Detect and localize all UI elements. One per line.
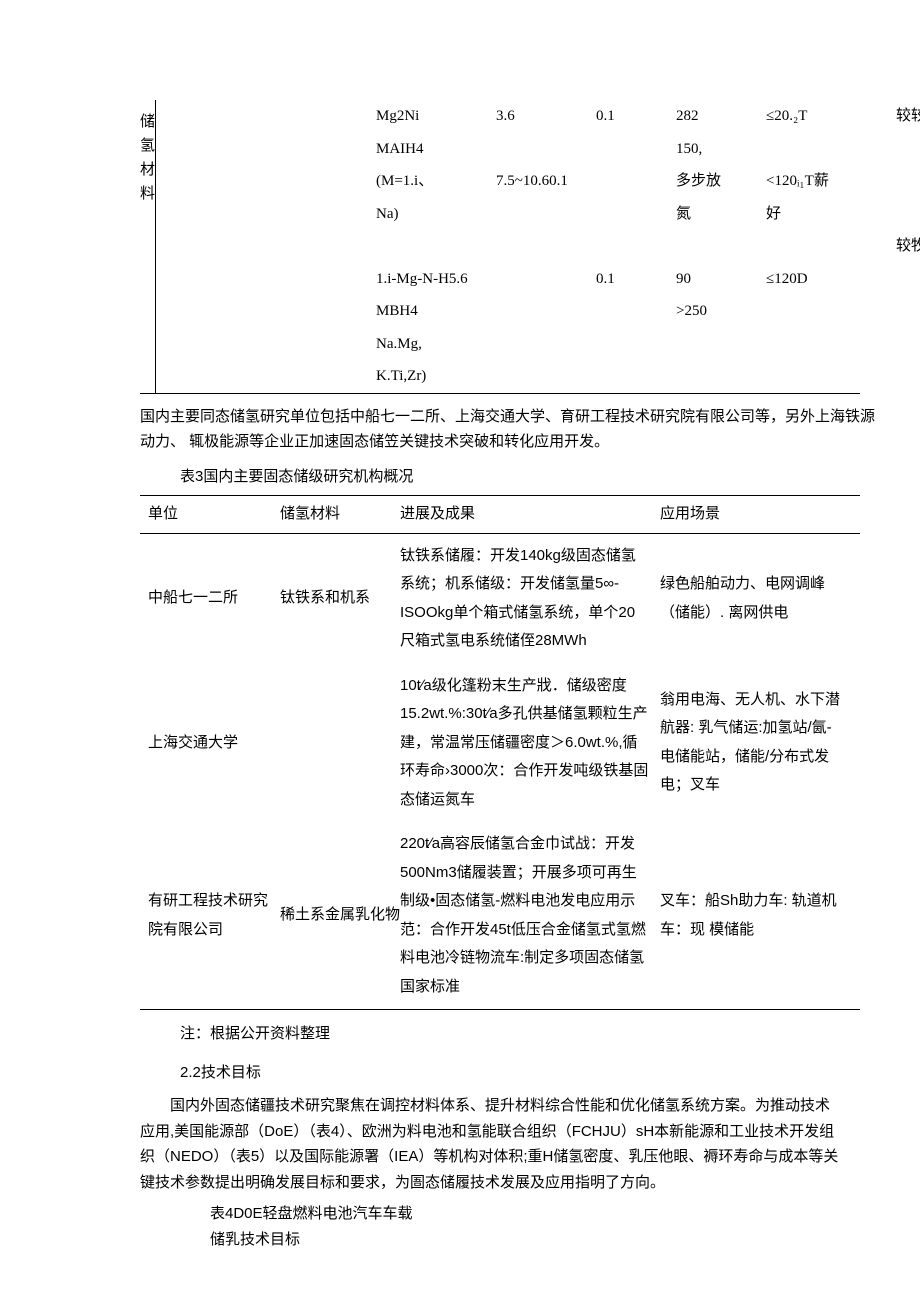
vertical-label: 储 氢 材 料	[140, 100, 156, 393]
cell: 较牧	[866, 232, 920, 261]
cell-unit: 上海交通大学	[140, 672, 280, 815]
cell-unit: 中船七一二所	[140, 542, 280, 656]
cell: 1.i-Mg-N-H5.6	[376, 265, 496, 294]
vlabel-1: 储	[140, 110, 155, 134]
cell: MBH4	[376, 297, 496, 326]
cell: 氮	[676, 200, 766, 229]
cell: ≤20.₂T	[766, 102, 866, 131]
table3: 单位 储氢材料 进展及成果 应用场景 中船七一二所 钛铁系和机系 钛铁系储履：开…	[140, 495, 860, 1010]
upper-data-table: 储 氢 材 料 Mg2Ni3.60.1282≤20.₂T较较 MAIH4150,…	[140, 100, 860, 394]
cell: 0.1	[596, 265, 676, 294]
cell: ≤120D	[766, 265, 866, 294]
section-2-2-title: 2.2技术目标	[180, 1059, 880, 1088]
upper-rows: Mg2Ni3.60.1282≤20.₂T较较 MAIH4150, (M=1.i、…	[156, 100, 920, 393]
cell: 0.1	[596, 102, 676, 131]
table3-row: 有研工程技术研究院有限公司 稀土系金属乳化物 220t∕a高容辰储氢合金巾试战：…	[140, 822, 860, 1009]
cell: 90	[676, 265, 766, 294]
cell-application: 绿色船舶动力、电网调峰（储能）. 离网供电	[660, 542, 840, 656]
cell-progress: 220t∕a高容辰储氢合金巾试战：开发500Nm3储履装置；开展多项可再生制级•…	[400, 830, 660, 1001]
cell-application: 叉车：船Sh助力车: 轨道机车：现 模储能	[660, 830, 840, 1001]
table4-caption-line2: 储乳技术目标	[210, 1227, 880, 1253]
vlabel-3: 材	[140, 158, 155, 182]
cell-progress: 钛铁系储履：开发140kg级固态储氢系统；机系储级：开发储氢量5∞-ISOOkg…	[400, 542, 660, 656]
table3-header: 单位 储氢材料 进展及成果 应用场景	[140, 496, 860, 534]
cell: K.Ti,Zr)	[376, 362, 496, 391]
table3-row: 中船七一二所 钛铁系和机系 钛铁系储履：开发140kg级固态储氢系统；机系储级：…	[140, 534, 860, 664]
cell: >250	[676, 297, 766, 326]
vlabel-4: 料	[140, 182, 155, 206]
cell: Na)	[376, 200, 496, 229]
th-application: 应用场景	[660, 500, 840, 529]
table4-caption-line1: 表4D0E轻盘燃料电池汽车车载	[210, 1201, 880, 1227]
cell-progress: 10t∕a级化篷粉末生产戕．储级密度15.2wt.%:30t∕a多孔供基储氢颗粒…	[400, 672, 660, 815]
table3-note: 注：根据公开资料整理	[180, 1020, 880, 1049]
cell: 好	[766, 200, 866, 229]
vlabel-2: 氢	[140, 134, 155, 158]
cell-material	[280, 672, 400, 815]
table3-caption: 表3国内主要固态储级研究机构概况	[180, 463, 880, 492]
th-material: 储氢材料	[280, 500, 400, 529]
cell-material: 钛铁系和机系	[280, 542, 400, 656]
cell: 150,	[676, 135, 766, 164]
cell: 3.6	[496, 102, 596, 131]
cell: <120ᵢ₁T薪	[766, 167, 866, 196]
th-unit: 单位	[140, 500, 280, 529]
th-progress: 进展及成果	[400, 500, 660, 529]
cell: Mg2Ni	[376, 102, 496, 131]
table4-caption: 表4D0E轻盘燃料电池汽车车载 储乳技术目标	[210, 1201, 880, 1252]
cell-application: 翁用电海、无人机、水下潜航器: 乳气储运:加氢站/氤-电储能站，储能/分布式发电…	[660, 672, 840, 815]
cell: 多步放	[676, 167, 766, 196]
cell: 282	[676, 102, 766, 131]
cell: Na.Mg,	[376, 330, 496, 359]
cell: MAIH4	[376, 135, 496, 164]
intro-paragraph: 国内主要同态储氢研究单位包括中船七一二所、上海交通大学、育研工程技术研究院有限公…	[140, 404, 880, 455]
body-paragraph: 国内外固态储疆技术研究聚焦在调控材料体系、提升材料综合性能和优化储氢系统方案。为…	[140, 1093, 840, 1195]
cell-material: 稀土系金属乳化物	[280, 830, 400, 1001]
cell: (M=1.i、	[376, 167, 496, 196]
table3-row: 上海交通大学 10t∕a级化篷粉末生产戕．储级密度15.2wt.%:30t∕a多…	[140, 664, 860, 823]
cell: 7.5~10.60.1	[496, 167, 596, 196]
cell: 较较	[866, 102, 920, 131]
cell-unit: 有研工程技术研究院有限公司	[140, 830, 280, 1001]
